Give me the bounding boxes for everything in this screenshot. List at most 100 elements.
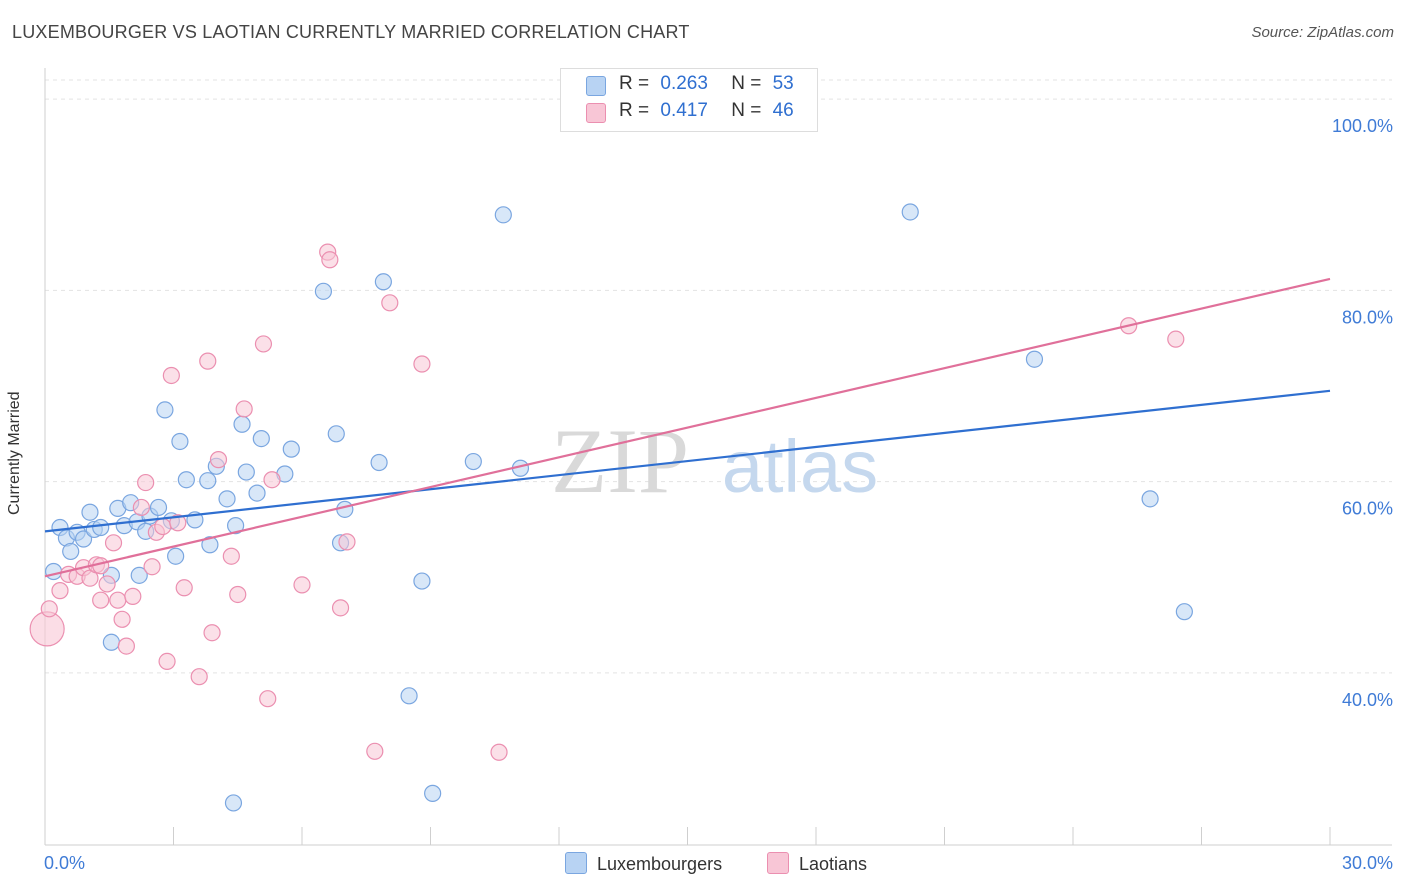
point-luxembourgers — [149, 498, 168, 517]
point-laotians — [321, 251, 339, 269]
source-label: Source: ZipAtlas.com — [1251, 24, 1394, 41]
point-laotians — [137, 473, 155, 492]
point-laotians — [381, 294, 399, 312]
point-laotians — [331, 599, 350, 617]
point-laotians — [254, 335, 273, 353]
point-luxembourgers — [327, 425, 345, 443]
point-luxembourgers — [156, 401, 174, 419]
point-luxembourgers — [413, 572, 431, 590]
trend-line-laotians — [44, 277, 1331, 578]
point-laotians — [169, 514, 187, 532]
point-luxembourgers — [62, 542, 80, 561]
point-laotians — [98, 575, 116, 593]
point-luxembourgers — [167, 547, 185, 565]
point-luxembourgers — [224, 794, 243, 812]
watermark-zip: ZIP — [551, 410, 689, 512]
legend: R = 0.263 N = 53 R = 0.417 N = 46 — [560, 68, 818, 132]
point-laotians — [40, 600, 58, 618]
point-luxembourgers — [370, 453, 388, 472]
point-laotians — [209, 451, 228, 469]
point-luxembourgers — [252, 429, 270, 448]
bottom-legend-swatch-pink — [767, 852, 789, 874]
point-laotians — [235, 400, 253, 418]
point-laotians — [199, 352, 217, 370]
point-luxembourgers — [1141, 490, 1159, 508]
point-laotians — [109, 591, 127, 609]
legend-r-value: 0.417 — [660, 100, 708, 121]
point-laotians — [366, 742, 384, 760]
legend-r-value: 0.263 — [660, 73, 708, 94]
legend-r-label: R = — [619, 73, 650, 94]
x-tick-label: 0.0% — [44, 853, 85, 873]
point-laotians — [104, 534, 123, 552]
watermark: ZIP atlas — [551, 410, 878, 512]
legend-n-label: N = — [731, 73, 762, 94]
point-laotians — [51, 582, 69, 600]
point-luxembourgers — [314, 282, 333, 300]
data-points — [29, 203, 1193, 812]
x-tick-label: 30.0% — [1342, 853, 1393, 873]
point-laotians — [124, 587, 142, 605]
trend-line-luxembourgers — [44, 389, 1331, 533]
tick-labels: 40.0% 60.0% 80.0% 100.0% 0.0% 30.0% — [44, 116, 1393, 873]
point-laotians — [222, 547, 240, 565]
point-luxembourgers — [901, 203, 919, 221]
point-luxembourgers — [81, 503, 99, 521]
point-luxembourgers — [201, 536, 219, 554]
point-laotians — [413, 355, 431, 373]
legend-n-value: 46 — [772, 100, 794, 121]
point-luxembourgers — [199, 472, 217, 490]
point-laotians — [113, 610, 131, 628]
point-laotians — [338, 533, 356, 551]
point-laotians — [92, 591, 110, 609]
watermark-atlas: atlas — [722, 425, 878, 508]
point-luxembourgers — [171, 432, 189, 451]
grid-lines — [45, 79, 1392, 674]
point-luxembourgers — [424, 784, 442, 802]
point-luxembourgers — [44, 562, 63, 581]
point-laotians — [229, 585, 247, 604]
point-luxembourgers — [227, 517, 245, 535]
point-laotians — [190, 668, 208, 686]
point-luxembourgers — [233, 415, 251, 433]
legend-swatch-blue — [586, 76, 606, 96]
point-laotians — [117, 637, 135, 655]
point-luxembourgers — [494, 206, 512, 224]
point-luxembourgers — [92, 518, 110, 537]
point-luxembourgers — [177, 471, 195, 489]
point-luxembourgers — [1175, 603, 1193, 621]
point-laotians — [490, 743, 508, 761]
legend-n-value: 53 — [772, 73, 794, 94]
point-laotians — [154, 517, 172, 536]
point-laotians — [175, 579, 193, 597]
y-tick-label: 100.0% — [1332, 116, 1393, 136]
point-luxembourgers — [336, 500, 354, 518]
point-luxembourgers — [1025, 350, 1044, 368]
point-laotians — [143, 558, 161, 576]
legend-r-label: R = — [619, 100, 650, 121]
point-luxembourgers — [237, 463, 255, 481]
chart-title: LUXEMBOURGER VS LAOTIAN CURRENTLY MARRIE… — [12, 22, 690, 42]
point-luxembourgers — [130, 566, 148, 584]
point-luxembourgers — [282, 440, 300, 458]
y-tick-label: 40.0% — [1342, 690, 1393, 710]
point-luxembourgers — [102, 633, 120, 651]
point-laotians — [263, 471, 281, 489]
point-luxembourgers — [74, 530, 93, 548]
point-laotians — [158, 652, 176, 671]
point-luxembourgers — [464, 452, 482, 471]
bottom-legend-label: Luxembourgers — [597, 854, 723, 874]
bottom-legend-label: Laotians — [799, 854, 868, 874]
point-laotians — [132, 498, 150, 517]
bottom-legend-luxembourgers: Luxembourgers — [565, 852, 722, 875]
point-luxembourgers — [374, 273, 392, 291]
point-laotians — [1167, 330, 1185, 348]
point-luxembourgers — [400, 687, 418, 705]
y-tick-label: 80.0% — [1342, 307, 1393, 327]
point-luxembourgers — [218, 490, 236, 508]
point-laotians — [162, 366, 180, 385]
axes — [44, 68, 1392, 846]
y-tick-label: 60.0% — [1342, 499, 1393, 519]
trend-lines — [44, 277, 1331, 578]
